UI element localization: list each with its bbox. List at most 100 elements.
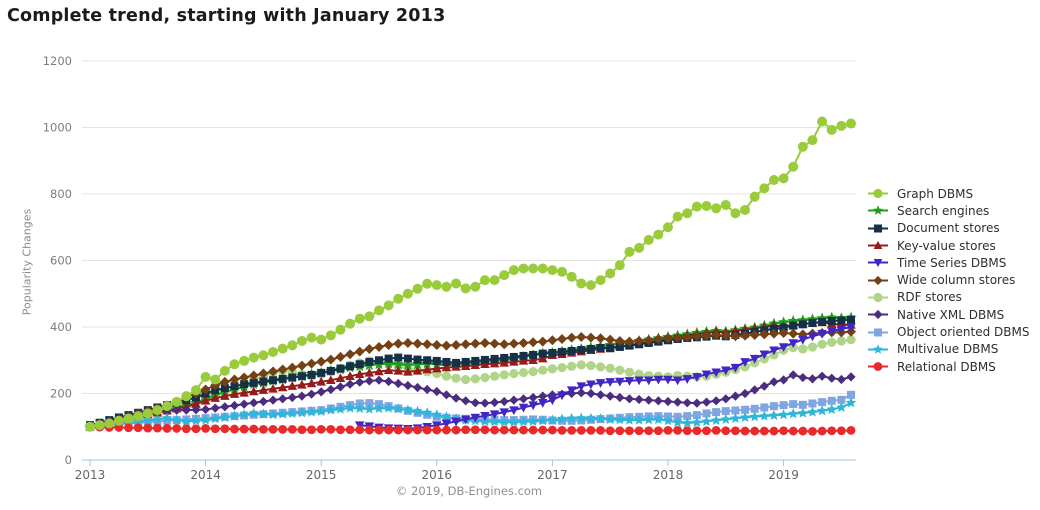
data-point [518, 367, 529, 378]
data-point [730, 363, 741, 373]
data-point [682, 331, 693, 342]
legend-label: Relational DBMS [897, 359, 996, 374]
data-point [634, 426, 644, 436]
data-point [846, 372, 856, 382]
data-point [200, 414, 211, 425]
data-point [307, 370, 316, 379]
data-point [461, 396, 471, 406]
data-point [123, 413, 134, 424]
data-point [306, 378, 317, 388]
object-oriented-dbms-marker-icon [868, 328, 888, 337]
data-point [643, 335, 654, 346]
data-point [383, 402, 394, 413]
legend-item-search-engines[interactable]: Search engines [866, 202, 1029, 219]
legend-item-wide-column-stores[interactable]: Wide column stores [866, 271, 1029, 288]
data-point [509, 406, 519, 416]
data-point [365, 399, 374, 408]
data-point [798, 426, 808, 436]
data-point [451, 339, 462, 350]
legend-item-document-stores[interactable]: Document stores [866, 220, 1029, 237]
data-point [605, 268, 616, 279]
data-point [441, 419, 452, 429]
data-point [538, 399, 548, 408]
data-point [239, 399, 249, 409]
data-point [769, 402, 778, 411]
data-point [153, 423, 162, 433]
data-point [307, 425, 316, 435]
data-point [672, 416, 683, 427]
document-stores-marker-icon [868, 224, 888, 233]
data-point [615, 392, 625, 403]
data-point [818, 398, 827, 407]
data-point [460, 283, 471, 294]
data-point [749, 329, 760, 340]
data-point [576, 360, 586, 370]
legend-item-time-series-dbms[interactable]: Time Series DBMS [866, 254, 1029, 271]
data-point [499, 396, 509, 407]
data-point [750, 404, 759, 413]
data-point [441, 371, 452, 381]
data-point [470, 281, 481, 292]
legend-item-native-xml-dbms[interactable]: Native XML DBMS [866, 306, 1029, 323]
data-point [817, 116, 828, 127]
data-point [653, 413, 664, 424]
data-point [268, 366, 279, 377]
data-point [239, 355, 250, 366]
data-point [547, 425, 557, 435]
data-point [798, 335, 808, 345]
data-point [402, 404, 414, 415]
data-point [287, 381, 298, 390]
data-point [653, 396, 663, 406]
data-point [335, 324, 346, 335]
data-point [382, 357, 395, 369]
legend-item-object-oriented-dbms[interactable]: Object oriented DBMS [866, 323, 1029, 340]
data-point [567, 346, 576, 355]
data-point [701, 330, 712, 341]
data-point [162, 424, 172, 433]
data-point [798, 344, 808, 354]
data-point [296, 360, 307, 371]
data-point [460, 339, 471, 350]
data-point [788, 161, 799, 172]
series-graph-dbms [85, 116, 857, 432]
data-point [499, 425, 509, 435]
data-point [201, 424, 210, 433]
legend-item-key-value-stores[interactable]: Key-value stores [866, 237, 1029, 254]
data-point [268, 383, 278, 393]
data-point [402, 288, 413, 299]
data-point [209, 413, 221, 424]
data-point [585, 412, 597, 423]
data-point [585, 280, 596, 291]
legend-item-graph-dbms[interactable]: Graph DBMS [866, 185, 1029, 202]
data-point [190, 415, 202, 426]
data-point [442, 425, 451, 435]
data-point [317, 368, 326, 377]
series-line [359, 326, 852, 430]
data-point [797, 407, 809, 418]
data-point [403, 425, 413, 435]
data-point [615, 342, 624, 351]
legend-item-multivalue-dbms[interactable]: Multivalue DBMS [866, 341, 1029, 358]
data-point [373, 402, 385, 413]
data-point [692, 398, 702, 408]
data-point [258, 350, 269, 361]
data-point [316, 356, 327, 367]
data-point [181, 391, 192, 402]
data-point [345, 371, 355, 380]
data-point [528, 392, 538, 403]
data-point [499, 270, 510, 281]
data-point [383, 339, 394, 350]
data-point [778, 173, 789, 184]
data-point [500, 353, 509, 362]
data-point [614, 335, 625, 346]
data-point [615, 365, 625, 375]
data-point [749, 354, 760, 364]
data-point [624, 367, 635, 377]
data-point [325, 354, 336, 365]
data-point [412, 405, 423, 416]
legend-item-relational-dbms[interactable]: Relational DBMS [866, 358, 1029, 375]
legend-item-rdf-stores[interactable]: RDF stores [866, 289, 1029, 306]
data-point [344, 402, 356, 413]
data-point [721, 394, 731, 404]
data-point [749, 411, 760, 422]
